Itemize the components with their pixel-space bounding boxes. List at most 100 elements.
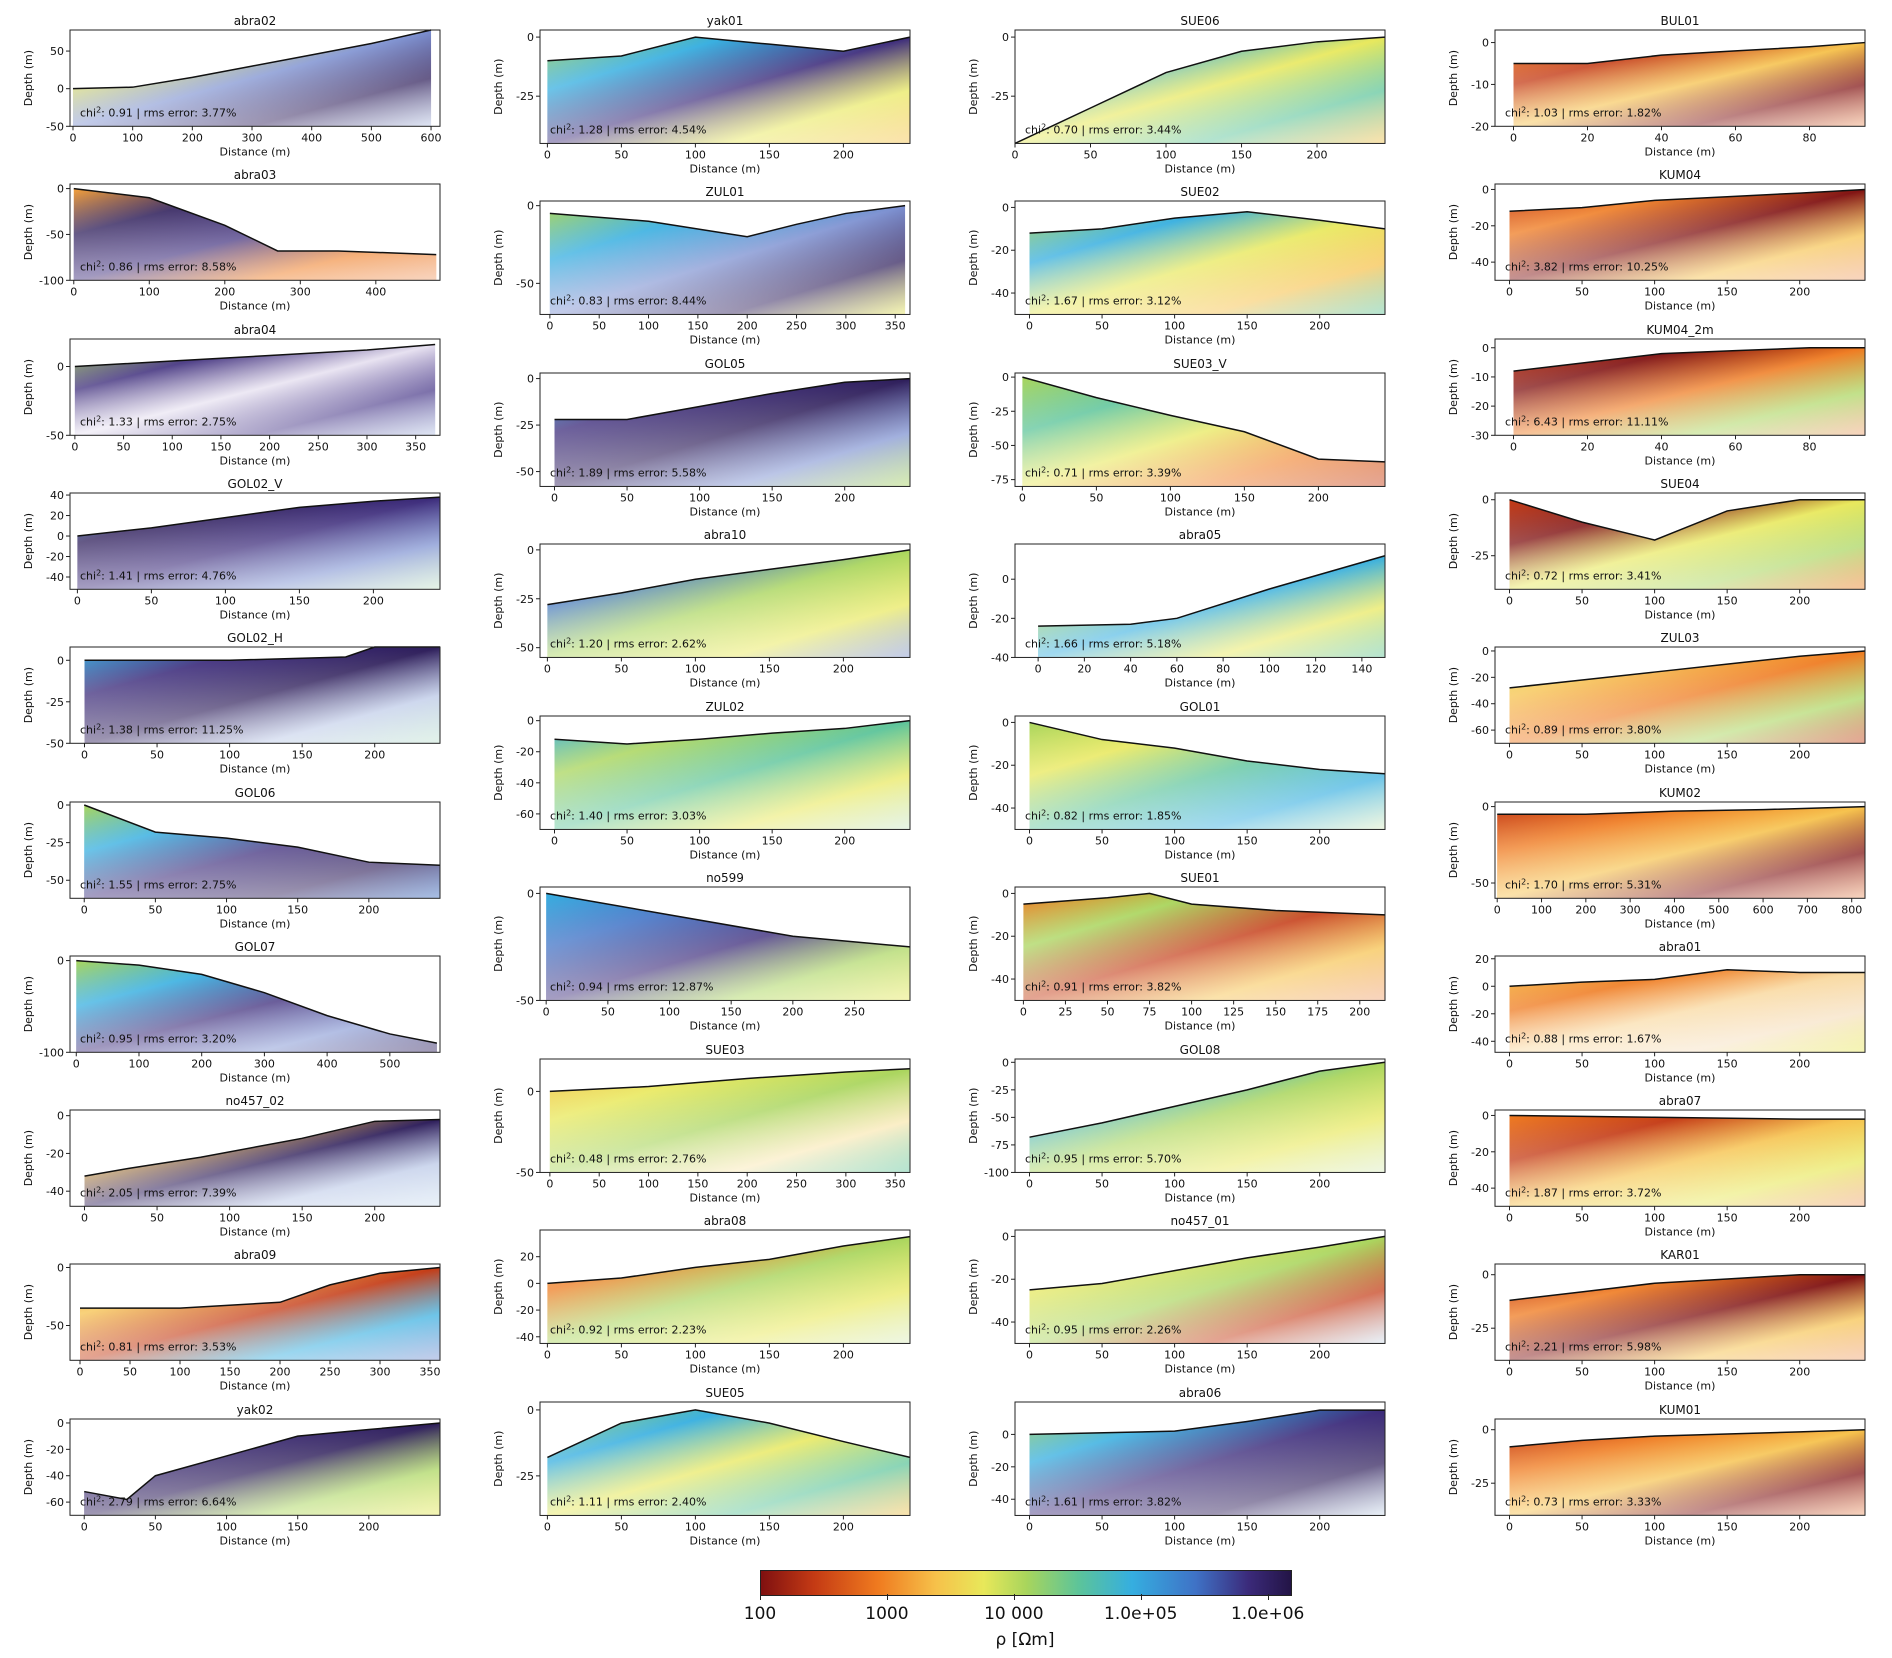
plot-frame xyxy=(69,955,441,1053)
x-axis-label: Distance (m) xyxy=(1645,300,1716,313)
x-tick-label: 50 xyxy=(592,320,606,333)
panel-title: yak02 xyxy=(236,1402,274,1417)
x-tick-label: 0 xyxy=(1026,1520,1033,1533)
surface-line xyxy=(83,803,441,866)
x-tick-label: 0 xyxy=(1506,286,1513,299)
x-tick-label: 100 xyxy=(1644,286,1665,299)
surface-line xyxy=(1023,892,1386,916)
x-axis-label: Distance (m) xyxy=(1645,762,1716,775)
y-tick-label: -40 xyxy=(516,777,534,790)
resistivity-fade xyxy=(1029,212,1385,315)
panel-title: KUM01 xyxy=(1659,1402,1701,1417)
surface-line xyxy=(77,496,441,537)
resistivity-fade xyxy=(84,647,441,744)
x-tick-label: 25 xyxy=(1058,1006,1072,1019)
x-tick-label: 200 xyxy=(1309,1520,1330,1533)
y-tick-label: -25 xyxy=(991,90,1009,103)
y-tick-label: -50 xyxy=(46,1320,64,1333)
y-tick-label: -20 xyxy=(516,746,534,759)
x-tick-label: 200 xyxy=(833,663,854,676)
panel-plot: 0 100 200 300 400 500 0 -100 Distance (m) Depth (… xyxy=(22,954,441,1084)
colorbar-tick xyxy=(1267,1594,1269,1600)
fit-annotation: chi2: 1.70 | rms error: 5.31% xyxy=(1505,876,1661,891)
x-tick-label: 100 xyxy=(1164,1177,1185,1190)
y-tick-label: 20 xyxy=(520,1251,534,1264)
panel-plot: 0 25 50 75 100 125 150 175 200 0 -20 -40 Distance (m… xyxy=(967,886,1386,1033)
colorbar-tick-label: 10 000 xyxy=(984,1604,1044,1624)
y-tick-label: 0 xyxy=(527,31,534,44)
x-tick-label: 150 xyxy=(687,320,708,333)
x-tick-label: 200 xyxy=(1789,1520,1810,1533)
y-tick-label: -40 xyxy=(991,802,1009,815)
panel-abra10: abra10 0 50 100 150 200 0 -25 -50 Distance (m) Dep… xyxy=(485,526,925,697)
x-tick-label: 50 xyxy=(1095,320,1109,333)
resistivity-fade xyxy=(1029,1409,1385,1515)
x-tick-label: 50 xyxy=(1575,1520,1589,1533)
resistivity-fade xyxy=(1023,893,1385,1001)
x-tick-label: 100 xyxy=(1164,834,1185,847)
resistivity-fade xyxy=(1509,651,1865,744)
panel-kum01: KUM01 0 50 100 150 200 0 -25 Distance (m) Depth (… xyxy=(1440,1401,1880,1555)
y-tick-label: 0 xyxy=(1482,1269,1489,1282)
x-tick-label: 400 xyxy=(1664,903,1685,916)
y-tick-label: -40 xyxy=(991,652,1009,665)
y-axis-label: Depth (m) xyxy=(22,1284,35,1340)
fit-annotation: chi2: 0.91 | rms error: 3.82% xyxy=(1025,979,1181,994)
plot-frame xyxy=(1014,1058,1386,1173)
resistivity-fade xyxy=(84,1119,441,1207)
x-tick-label: 200 xyxy=(834,834,855,847)
y-tick-label: -40 xyxy=(1471,698,1489,711)
y-tick-label: -25 xyxy=(516,1469,534,1482)
panel-plot: 0 50 100 150 200 0 -20 -40 -60 Distance (m) Depth … xyxy=(492,714,911,861)
surface-line xyxy=(1509,498,1865,541)
x-tick-label: 100 xyxy=(638,1177,659,1190)
panel-title: abra05 xyxy=(1178,528,1222,543)
plot-frame xyxy=(539,1058,911,1173)
y-tick-label: -50 xyxy=(46,429,64,442)
surface-line xyxy=(554,719,911,745)
panel-abra04: abra04 0 50 100 150 200 250 300 350 0 -50 Distance … xyxy=(15,321,455,475)
x-tick-label: 100 xyxy=(1164,320,1185,333)
panel-plot: 0 50 100 150 200 0 -20 -40 Distance (m) Depth (m)… xyxy=(1447,1110,1866,1238)
x-tick-label: 50 xyxy=(1575,594,1589,607)
y-tick-label: -20 xyxy=(1471,1146,1489,1159)
x-tick-label: 100 xyxy=(215,594,236,607)
panel-title: abra10 xyxy=(703,528,747,543)
x-tick-label: 150 xyxy=(292,748,313,761)
y-tick-label: 0 xyxy=(1002,1231,1009,1244)
x-tick-label: 0 xyxy=(1506,1057,1513,1070)
panel-sue02: SUE02 0 50 100 150 200 0 -20 -40 Distance (m) Dept… xyxy=(960,183,1400,354)
resistivity-fade xyxy=(547,37,910,144)
plot-frame xyxy=(1494,801,1866,899)
surface-line xyxy=(549,205,906,238)
panel-kum02: KUM02 0 100 200 300 400 500 600 700 800 0 -50 Distan… xyxy=(1440,784,1880,938)
surface-line xyxy=(1513,346,1865,372)
x-tick-label: 100 xyxy=(659,1006,680,1019)
x-tick-label: 200 xyxy=(1309,1177,1330,1190)
x-axis-label: Distance (m) xyxy=(220,1534,291,1547)
fit-annotation: chi2: 0.73 | rms error: 3.33% xyxy=(1505,1493,1661,1508)
panel-plot: 0 50 100 150 200 0 -25 Distance (m) Depth (m) chi… xyxy=(1447,1418,1866,1547)
x-axis-label: Distance (m) xyxy=(1645,1534,1716,1547)
x-axis-label: Distance (m) xyxy=(220,300,291,313)
y-axis-label: Depth (m) xyxy=(492,1087,505,1143)
x-tick-label: 100 xyxy=(128,1057,149,1070)
x-tick-label: 0 xyxy=(73,1057,80,1070)
fit-annotation: chi2: 1.28 | rms error: 4.54% xyxy=(550,122,706,137)
y-tick-label: -25 xyxy=(516,593,534,606)
panel-kum04: KUM04 0 50 100 150 200 0 -20 -40 Distance (m) Dept… xyxy=(1440,166,1880,320)
y-tick-label: 0 xyxy=(527,714,534,727)
fit-annotation: chi2: 0.95 | rms error: 3.20% xyxy=(80,1031,236,1046)
surface-line xyxy=(1029,1061,1386,1138)
x-tick-label: 100 xyxy=(638,320,659,333)
x-tick-label: 50 xyxy=(1095,1349,1109,1362)
y-axis-label: Depth (m) xyxy=(1447,667,1460,723)
y-axis-label: Depth (m) xyxy=(22,513,35,569)
resistivity-fade xyxy=(74,344,436,435)
y-tick-label: -20 xyxy=(991,245,1009,258)
y-tick-label: -10 xyxy=(1471,78,1489,91)
x-tick-label: 0 xyxy=(1026,320,1033,333)
panel-plot: 0 50 100 150 200 0 -20 -40 Distance (m) Depth (m)… xyxy=(22,1109,441,1238)
y-tick-label: 0 xyxy=(1002,31,1009,44)
